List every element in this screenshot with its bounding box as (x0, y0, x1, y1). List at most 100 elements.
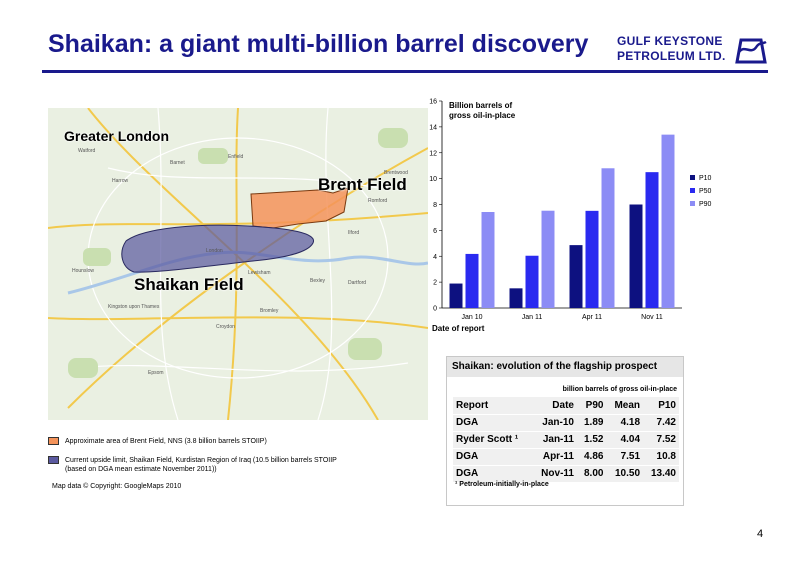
map-place: Watford (78, 148, 96, 154)
chart-bar-p10 (629, 204, 643, 308)
table-cell: Nov-11 (532, 465, 577, 483)
map-place: Epsom (148, 370, 164, 376)
chart-y-tick-label: 6 (433, 228, 437, 235)
chart-y-tick-label: 8 (433, 202, 437, 209)
chart-x-tick-label: Jan 11 (522, 314, 543, 321)
table-cell: 4.18 (606, 414, 644, 432)
prospect-evolution-table: Shaikan: evolution of the flagship prosp… (446, 356, 684, 506)
chart-legend: P10 P50 P90 (690, 175, 712, 208)
chart-x-tick-label: Jan 10 (461, 314, 482, 321)
table-header-cell: Report (453, 397, 533, 415)
map-drawing (48, 108, 428, 420)
page-number: 4 (757, 528, 764, 540)
map-legend-shaikan: Current upside limit, Shaikan Field, Kur… (48, 456, 337, 474)
london-map: Greater London Brent Field Shaikan Field… (48, 108, 428, 420)
table-header-row: Report Date P90 Mean P10 (453, 397, 679, 415)
map-place: Romford (368, 198, 388, 204)
chart-bar-p50 (645, 172, 659, 308)
table-cell: 10.8 (643, 448, 679, 466)
chart-bar-p50 (525, 255, 539, 308)
chart-title-line-2: gross oil-in-place (449, 111, 516, 120)
table-cell: Jan-11 (532, 431, 577, 449)
table-cell: 7.51 (606, 448, 644, 466)
chart-y-tick-label: 14 (429, 124, 437, 131)
logo-text: GULF KEYSTONE PETROLEUM LTD. (617, 34, 726, 64)
map-place: Hounslow (72, 268, 94, 274)
chart-legend-swatch (690, 201, 695, 206)
table-cell: 1.89 (576, 414, 607, 432)
chart-bar-p90 (481, 212, 495, 308)
table-cell: 4.04 (606, 431, 644, 449)
map-place: Lewisham (248, 270, 271, 276)
table-grid: Report Date P90 Mean P10 DGA Jan-10 1.89… (453, 397, 679, 483)
map-label-greater-london: Greater London (64, 128, 170, 144)
chart-y-tick-label: 12 (429, 150, 437, 157)
chart-bar-p10 (509, 288, 523, 308)
shaikan-swatch (48, 456, 59, 464)
map-credit: Map data © Copyright: GoogleMaps 2010 (52, 483, 182, 490)
map-place: Croydon (216, 324, 235, 330)
header-rule (42, 70, 768, 73)
map-label-shaikan-field: Shaikan Field (134, 275, 244, 294)
map-place: London (206, 248, 223, 254)
oil-in-place-chart: Billion barrels of gross oil-in-place Da… (429, 99, 712, 334)
logo-line-1: GULF KEYSTONE (617, 34, 723, 48)
chart-x-axis-title: Date of report (432, 324, 485, 333)
table-header-cell: P90 (576, 397, 607, 415)
table-cell: Jan-10 (532, 414, 577, 432)
map-place: Bexley (310, 278, 326, 284)
chart-y-tick-label: 4 (433, 254, 437, 261)
table-cell: 8.00 (576, 465, 607, 483)
chart-x-tick-label: Nov 11 (641, 314, 663, 321)
table-cell: DGA (453, 448, 533, 466)
brent-swatch (48, 437, 59, 445)
chart-bars (449, 134, 675, 308)
chart-x-tick-label: Apr 11 (582, 314, 602, 321)
table-header-cell: P10 (643, 397, 679, 415)
table-cell: 7.42 (643, 414, 679, 432)
chart-legend-label: P50 (699, 188, 712, 195)
chart-bar-p90 (661, 134, 675, 308)
chart-bar-p90 (541, 210, 555, 308)
map-place: Bromley (260, 308, 279, 314)
chart-bar-p10 (569, 245, 583, 308)
chart-legend-label: P10 (699, 175, 712, 182)
map-legend-brent: Approximate area of Brent Field, NNS (3.… (48, 437, 267, 446)
map-place: Barnet (170, 160, 185, 166)
chart-legend-swatch (690, 175, 695, 180)
chart-title-line-1: Billion barrels of (449, 101, 512, 110)
table-header-cell: Date (532, 397, 577, 415)
map-place: Ilford (348, 230, 360, 236)
logo-line-2: PETROLEUM LTD. (617, 49, 726, 63)
table-cell: 4.86 (576, 448, 607, 466)
map-label-brent-field: Brent Field (318, 175, 407, 194)
chart-legend-label: P90 (699, 201, 712, 208)
map-legend-shaikan-line-1: Current upside limit, Shaikan Field, Kur… (65, 457, 337, 464)
table-row: DGA Jan-10 1.89 4.18 7.42 (453, 414, 679, 432)
table-cell: Apr-11 (532, 448, 577, 466)
chart-bar-p90 (601, 168, 615, 308)
chart-bar-p10 (449, 283, 463, 308)
slide-title: Shaikan: a giant multi-billion barrel di… (48, 30, 589, 58)
table-cell: 13.40 (643, 465, 679, 483)
chart-legend-swatch (690, 188, 695, 193)
map-place: Harrow (112, 178, 129, 184)
map-place: Brentwood (384, 170, 408, 176)
table-unit: billion barrels of gross oil-in-place (562, 386, 677, 393)
chart-y-tick-label: 0 (433, 306, 437, 313)
table-row: DGA Nov-11 8.00 10.50 13.40 (453, 465, 679, 483)
chart-x-labels: Jan 10 Jan 11 Apr 11 Nov 11 (461, 314, 662, 321)
table-row: DGA Apr-11 4.86 7.51 10.8 (453, 448, 679, 466)
table-cell: DGA (453, 414, 533, 432)
table-cell: 7.52 (643, 431, 679, 449)
table-cell: Ryder Scott ¹ (453, 431, 533, 449)
map-legend-shaikan-text: Current upside limit, Shaikan Field, Kur… (65, 456, 337, 474)
shaikan-field-area (121, 224, 314, 273)
map-legend-shaikan-line-2: (based on DGA mean estimate November 201… (65, 466, 217, 473)
chart-y-tick-label: 10 (429, 176, 437, 183)
table-cell: 10.50 (606, 465, 644, 483)
table-cell: DGA (453, 465, 533, 483)
table-title: Shaikan: evolution of the flagship prosp… (447, 357, 683, 377)
map-legend-brent-text: Approximate area of Brent Field, NNS (3.… (65, 438, 267, 445)
table-cell: 1.52 (576, 431, 607, 449)
